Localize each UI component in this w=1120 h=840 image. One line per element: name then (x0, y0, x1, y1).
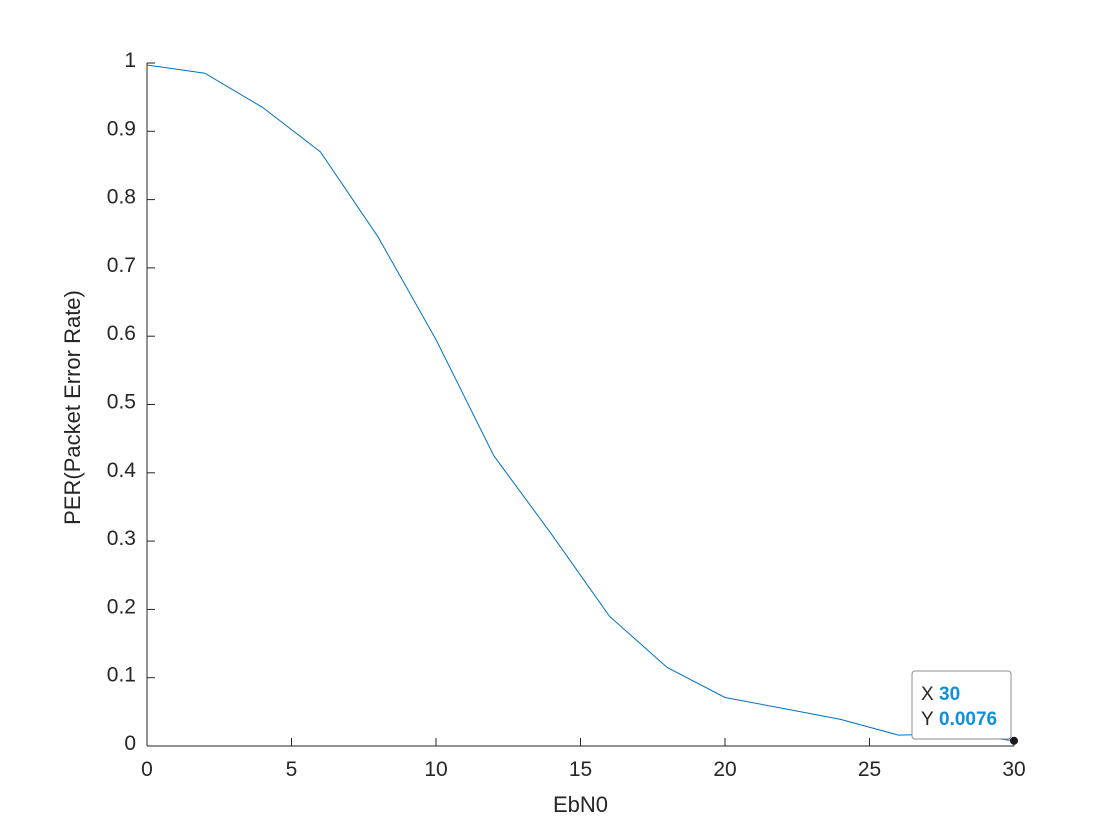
y-tick-label: 0.4 (107, 459, 137, 482)
datatip-x-label: X (921, 684, 934, 705)
y-tick-label: 0.7 (107, 254, 136, 277)
x-tick-label: 15 (569, 758, 592, 781)
y-tick-label: 1 (124, 49, 136, 72)
datatip-box (911, 670, 1012, 740)
x-tick-label: 25 (858, 758, 881, 781)
y-tick-label: 0 (124, 732, 136, 755)
series-line (146, 64, 1015, 742)
y-tick-label: 0.5 (107, 391, 136, 414)
series-layer (146, 64, 1015, 742)
y-tick-label: 0.1 (107, 664, 136, 687)
y-tick-label: 0.6 (107, 322, 136, 345)
y-tick-label: 0.9 (107, 117, 136, 140)
x-tick-label: 0 (141, 758, 153, 781)
datatip-y-label: Y (921, 709, 934, 730)
x-tick-label: 10 (424, 758, 447, 781)
datatip-x-value: 30 (939, 684, 960, 705)
ticks-layer: 0 5 10 15 20 25 30 0 0.1 0.2 0.3 0.4 0.5 0.6 0.7 0.8 0.9… (107, 49, 1026, 781)
y-tick-label: 0.8 (107, 186, 136, 209)
datatip-marker[interactable] (1010, 736, 1018, 745)
datatip[interactable]: X 30 Y 0.0076 (911, 670, 1018, 745)
x-tick-label: 30 (1002, 758, 1025, 781)
x-axis-title: EbN0 (553, 792, 608, 817)
axes-layer (146, 63, 1014, 747)
datatip-y-value: 0.0076 (939, 709, 997, 730)
y-tick-label: 0.3 (107, 527, 136, 550)
y-tick-label: 0.2 (107, 595, 136, 618)
y-axis-title: PER(Packet Error Rate) (60, 290, 85, 525)
x-tick-label: 20 (713, 758, 736, 781)
x-tick-label: 5 (286, 758, 298, 781)
